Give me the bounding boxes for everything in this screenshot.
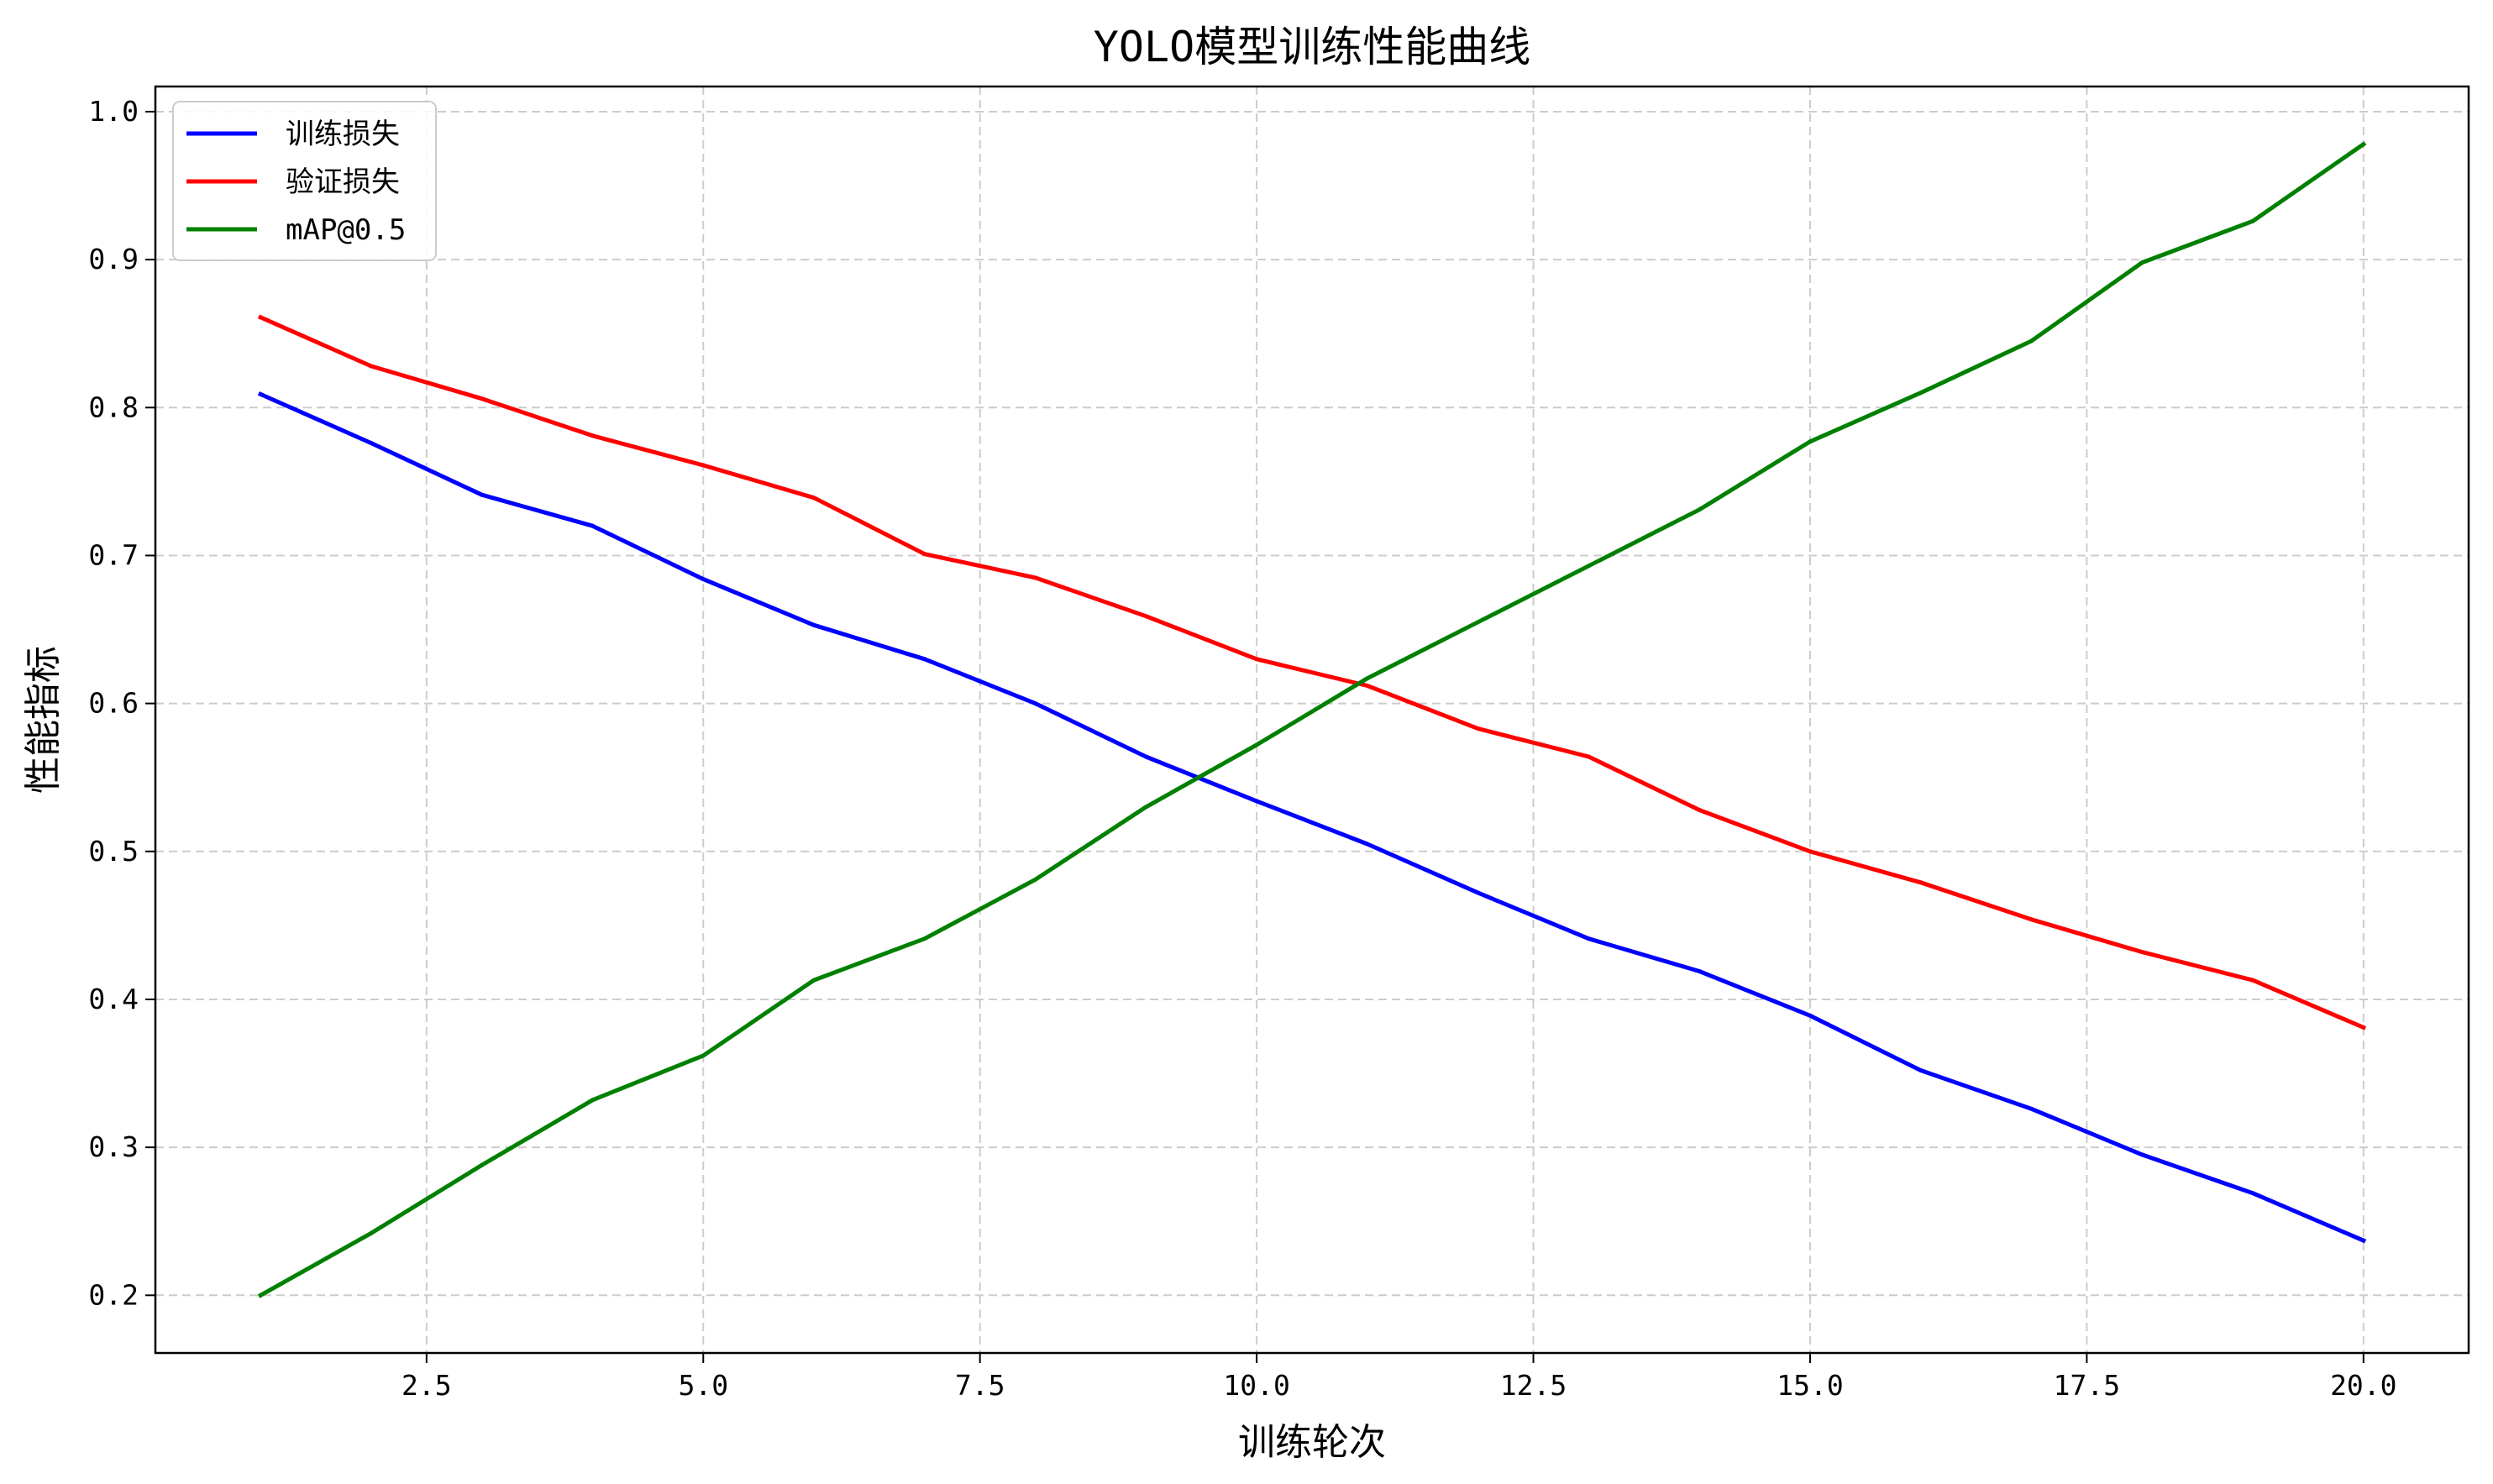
data-point [1143, 805, 1148, 810]
data-point [1033, 877, 1038, 882]
y-tick-label: 0.7 [88, 538, 139, 571]
data-point [480, 396, 485, 401]
y-tick-label: 1.0 [88, 95, 139, 128]
data-point [590, 523, 595, 528]
data-point [369, 1230, 374, 1235]
data-point [1918, 1068, 1924, 1072]
data-point [922, 552, 927, 557]
y-tick-label: 0.8 [88, 391, 139, 423]
data-point [258, 1293, 263, 1298]
x-tick-label: 7.5 [955, 1369, 1005, 1402]
data-point [2361, 142, 2366, 147]
data-point [1143, 614, 1148, 619]
x-tick-label: 17.5 [2054, 1369, 2120, 1402]
data-point [1476, 620, 1481, 625]
y-tick-label: 0.2 [88, 1278, 139, 1311]
data-point [701, 463, 706, 468]
plot-area-frame [154, 85, 2470, 1355]
data-point [1586, 936, 1591, 941]
legend-label: 验证损失 [286, 165, 400, 199]
series-line-2 [257, 141, 2367, 1298]
data-point [2139, 950, 2144, 955]
data-point [1697, 507, 1702, 512]
data-point [2029, 338, 2034, 343]
data-point [2029, 917, 2034, 922]
data-point [1697, 969, 1702, 973]
data-point [590, 1098, 595, 1103]
data-point [2361, 1025, 2366, 1030]
data-point [1476, 726, 1481, 732]
data-point [1033, 575, 1038, 580]
data-point [369, 441, 374, 446]
data-point [2139, 260, 2144, 265]
data-point [1586, 564, 1591, 569]
data-point [1365, 676, 1370, 681]
y-tick-label: 0.3 [88, 1130, 139, 1163]
data-point [1808, 849, 1813, 854]
data-point [1254, 799, 1259, 804]
data-point [1143, 754, 1148, 759]
legend-label: mAP@0.5 [286, 213, 406, 247]
data-point [811, 496, 816, 501]
chart-title: YOLO模型训练性能曲线 [1094, 23, 1530, 71]
y-axis-label: 性能指标 [22, 646, 65, 794]
series-line-0 [257, 391, 2367, 1244]
data-point [922, 657, 927, 662]
data-point [1365, 684, 1370, 688]
data-point [369, 364, 374, 369]
series-lines [257, 141, 2367, 1298]
legend-box [172, 101, 437, 261]
y-tick-label: 0.9 [88, 243, 139, 275]
data-point [480, 492, 485, 497]
data-point [1808, 1013, 1813, 1018]
x-tick-label: 15.0 [1777, 1369, 1843, 1402]
data-point [701, 1053, 706, 1058]
data-point [1254, 657, 1259, 662]
x-tick-label: 12.5 [1500, 1369, 1567, 1402]
legend-label: 训练损失 [286, 118, 400, 151]
x-tick-label: 10.0 [1223, 1369, 1289, 1402]
y-tick-label: 0.6 [88, 687, 139, 720]
data-point [1033, 701, 1038, 706]
data-point [2029, 1106, 2034, 1111]
data-point [1476, 890, 1481, 895]
data-point [701, 577, 706, 582]
data-point [2250, 1191, 2255, 1196]
grid-lines [155, 87, 2469, 1353]
data-point [1808, 439, 1813, 444]
data-point [1365, 842, 1370, 847]
data-point [258, 391, 263, 396]
data-point [480, 1162, 485, 1167]
data-point [922, 936, 927, 941]
data-point [1918, 880, 1924, 885]
data-point [2250, 978, 2255, 983]
y-tick-label: 0.5 [88, 835, 139, 868]
data-point [1254, 742, 1259, 747]
x-tick-label: 2.5 [402, 1369, 452, 1402]
axis-ticks: 2.5 5.0 7.5 10.0 12.5 15.0 17.5 20.0 0.2 0.3 0.4 0.… [88, 95, 2396, 1402]
data-point [811, 622, 816, 627]
data-point [2361, 1238, 2366, 1243]
x-axis-label: 训练轮次 [1238, 1421, 1386, 1464]
data-point [590, 433, 595, 438]
data-point [811, 978, 816, 983]
data-point [2139, 1152, 2144, 1157]
y-tick-label: 0.4 [88, 983, 139, 1015]
data-point [2250, 218, 2255, 223]
data-point [1586, 754, 1591, 759]
data-point [258, 315, 263, 320]
x-tick-label: 20.0 [2330, 1369, 2396, 1402]
x-tick-label: 5.0 [678, 1369, 728, 1402]
data-point [1697, 808, 1702, 812]
data-point [1918, 391, 1924, 396]
series-line-1 [257, 314, 2367, 1030]
